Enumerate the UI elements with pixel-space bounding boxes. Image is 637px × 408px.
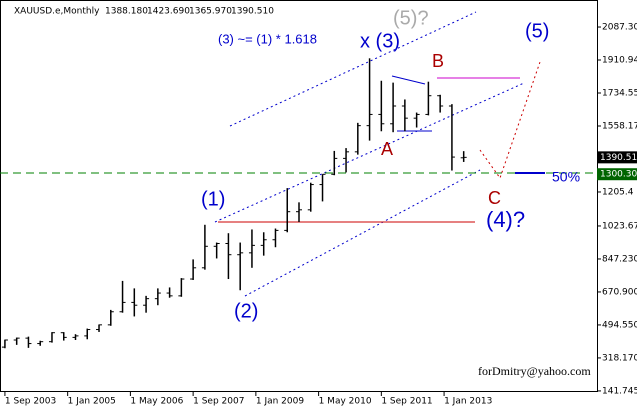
- annotation: A: [381, 139, 393, 159]
- x-tick-label: 1 Jan 2005: [68, 397, 116, 407]
- x-tick-label: 1 Jan 2013: [444, 397, 492, 407]
- price-box-label: 1300.30: [600, 170, 637, 180]
- y-tick-label: 847.230: [602, 254, 637, 264]
- annotation: (5)?: [393, 7, 429, 29]
- annotation: (2): [234, 300, 258, 322]
- drawings: [0, 11, 597, 297]
- channel-upper: [229, 11, 477, 127]
- y-tick-label: 141.745: [602, 386, 637, 396]
- y-tick-label: 2087.30: [602, 23, 637, 33]
- annotation: x (3): [360, 30, 400, 52]
- plot-frame: [0, 0, 598, 392]
- price-box-label: 1390.51: [600, 153, 637, 163]
- triangle-line: [391, 75, 426, 85]
- projection-path: [479, 61, 541, 180]
- x-tick-label: 1 May 2010: [319, 397, 372, 407]
- annotation: C: [488, 188, 501, 208]
- y-tick-label: 318.170: [602, 353, 637, 363]
- ohlc-value: 1388.180: [105, 7, 148, 17]
- channel-middle: [214, 82, 525, 223]
- annotation: 50%: [552, 169, 580, 185]
- annotation: (4)?: [486, 207, 525, 232]
- annotation: forDmitry@yahoo.com: [478, 364, 591, 378]
- y-tick-label: 1205.4: [602, 187, 634, 197]
- ohlc-value: 1423.690: [147, 7, 190, 17]
- annotation: B: [432, 51, 444, 71]
- y-tick-label: 494.550: [602, 320, 637, 330]
- price-box: [597, 168, 637, 181]
- y-tick-label: 1023.670: [602, 221, 637, 231]
- x-tick-label: 1 Jan 2009: [256, 397, 304, 407]
- y-tick-label: 670.900: [602, 287, 637, 297]
- x-tick-label: 1 Sep 2007: [193, 397, 244, 407]
- x-tick-label: 1 Sep 2011: [381, 397, 432, 407]
- y-tick-label: 1558.170: [602, 121, 637, 131]
- x-tick-label: 1 Sep 2003: [5, 397, 56, 407]
- y-tick-label: 1910.940: [602, 56, 637, 66]
- annotation: (3) ~= (1) * 1.618: [218, 31, 317, 46]
- price-box: [597, 151, 637, 164]
- y-tick-label: 1734.550: [602, 89, 637, 99]
- x-tick-label: 1 May 2006: [130, 397, 183, 407]
- symbol-label: XAUUSD.e,Monthly: [14, 7, 100, 17]
- annotation: (5): [525, 20, 549, 42]
- ohlc-value: 1390.510: [231, 7, 274, 17]
- ohlc-value: 1365.970: [189, 7, 232, 17]
- annotation: (1): [201, 188, 225, 210]
